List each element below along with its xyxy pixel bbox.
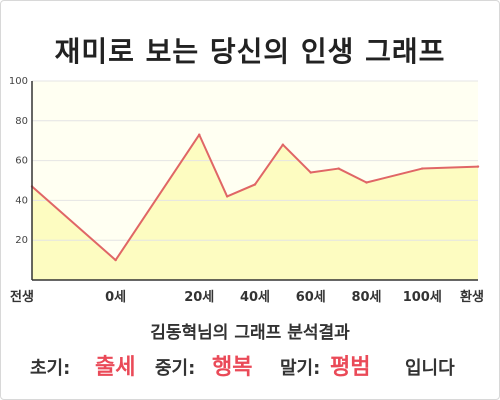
ending-text: 입니다	[405, 358, 455, 379]
middle-value: 행복	[212, 355, 253, 380]
data-point-3	[225, 195, 229, 198]
early-label: 초기:	[30, 358, 71, 379]
data-point-1	[114, 258, 117, 262]
data-point-5	[281, 143, 285, 146]
late-value: 평범	[330, 355, 371, 380]
data-point-2	[198, 133, 201, 136]
x-tick-label: 환생	[460, 289, 484, 305]
x-tick-label: 80세	[351, 290, 381, 305]
data-point-4	[253, 183, 257, 186]
chart-title: 재미로 보는 당신의 인생 그래프	[54, 35, 446, 68]
data-point-6	[309, 171, 312, 174]
data-point-9	[421, 167, 424, 170]
life-graph-chart: 20 40 60 80 100 전생 0세 20세 40세 60세 80세 100세 환생	[9, 76, 484, 305]
x-tick-label: 40세	[240, 290, 270, 305]
x-tick-label: 60세	[296, 290, 326, 305]
area-fill	[32, 134, 478, 280]
data-point-10	[476, 165, 480, 168]
early-value: 출세	[95, 355, 136, 380]
y-tick-label: 20	[15, 235, 28, 246]
x-tick-label: 100세	[403, 290, 442, 305]
y-tick-label: 100	[9, 76, 28, 87]
data-point-7	[337, 167, 340, 170]
late-label: 말기:	[280, 358, 321, 379]
x-tick-label: 전생	[10, 289, 34, 305]
y-tick-label: 40	[15, 195, 28, 206]
y-tick-label: 80	[15, 116, 28, 127]
x-tick-label: 20세	[184, 290, 214, 305]
middle-label: 중기:	[155, 358, 196, 379]
analysis-heading: 김동혁님의 그래프 분석결과	[150, 323, 350, 343]
x-tick-label: 0세	[105, 290, 126, 305]
data-point-8	[365, 181, 368, 184]
y-tick-label: 60	[15, 156, 28, 167]
